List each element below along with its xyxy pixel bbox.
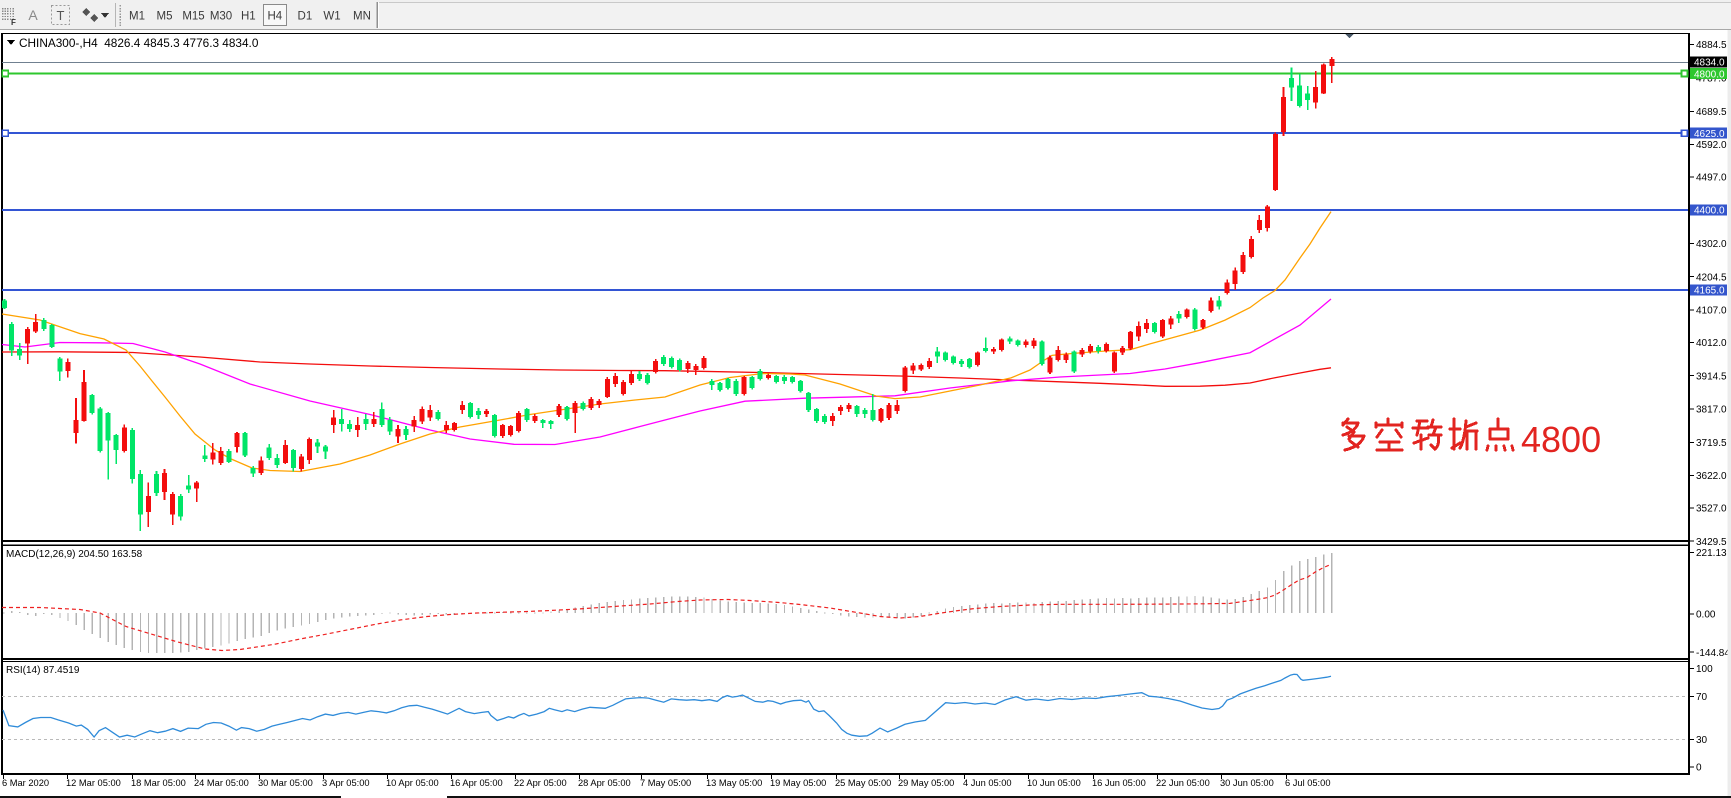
svg-text:MACD(12,26,9) 204.50 163.58: MACD(12,26,9) 204.50 163.58	[6, 549, 143, 560]
svg-text:4800.0: 4800.0	[1694, 69, 1725, 80]
svg-text:M30: M30	[210, 11, 232, 23]
svg-text:16 Jun 05:00: 16 Jun 05:00	[1092, 778, 1146, 788]
svg-text:3719.5: 3719.5	[1696, 438, 1727, 449]
svg-text:22 Jun 05:00: 22 Jun 05:00	[1156, 778, 1210, 788]
svg-text:29 May 05:00: 29 May 05:00	[898, 778, 954, 788]
svg-text:3429.5: 3429.5	[1696, 537, 1727, 548]
svg-text:4204.5: 4204.5	[1696, 272, 1727, 283]
svg-text:25 May 05:00: 25 May 05:00	[835, 778, 891, 788]
svg-text:30 Mar 05:00: 30 Mar 05:00	[258, 778, 313, 788]
svg-text:M1: M1	[129, 11, 145, 23]
svg-text:30: 30	[1696, 735, 1708, 746]
svg-text:T: T	[57, 8, 65, 23]
svg-text:3 Apr 05:00: 3 Apr 05:00	[322, 778, 370, 788]
svg-text:D1: D1	[298, 11, 313, 23]
svg-text:A: A	[28, 7, 38, 23]
svg-text:221.13: 221.13	[1696, 548, 1727, 559]
svg-text:18 Mar 05:00: 18 Mar 05:00	[131, 778, 186, 788]
svg-text:3527.0: 3527.0	[1696, 504, 1727, 515]
svg-text:3914.5: 3914.5	[1696, 371, 1727, 382]
svg-text:22 Apr 05:00: 22 Apr 05:00	[514, 778, 567, 788]
svg-text:F: F	[11, 18, 16, 27]
svg-text:12 Mar 05:00: 12 Mar 05:00	[66, 778, 121, 788]
svg-text:28 Apr 05:00: 28 Apr 05:00	[578, 778, 631, 788]
svg-text:0: 0	[1696, 763, 1702, 774]
svg-text:100: 100	[1696, 664, 1713, 675]
svg-text:4689.5: 4689.5	[1696, 107, 1727, 118]
svg-text:4302.0: 4302.0	[1696, 239, 1727, 250]
svg-text:4012.0: 4012.0	[1696, 338, 1727, 349]
svg-text:10 Jun 05:00: 10 Jun 05:00	[1027, 778, 1081, 788]
svg-text:3817.0: 3817.0	[1696, 405, 1727, 416]
svg-text:4884.5: 4884.5	[1696, 40, 1727, 51]
svg-text:24 Mar 05:00: 24 Mar 05:00	[194, 778, 249, 788]
svg-text:4165.0: 4165.0	[1694, 286, 1725, 297]
svg-text:4400.0: 4400.0	[1694, 206, 1725, 217]
svg-text:M15: M15	[182, 11, 204, 23]
svg-text:7 May 05:00: 7 May 05:00	[640, 778, 691, 788]
svg-text:3622.0: 3622.0	[1696, 471, 1727, 482]
svg-text:W1: W1	[323, 11, 340, 23]
svg-text:RSI(14) 87.4519: RSI(14) 87.4519	[6, 665, 80, 676]
svg-text:16 Apr 05:00: 16 Apr 05:00	[450, 778, 503, 788]
svg-text:H4: H4	[267, 11, 282, 23]
svg-text:13 May 05:00: 13 May 05:00	[706, 778, 762, 788]
svg-text:4592.0: 4592.0	[1696, 140, 1727, 151]
svg-text:-144.84: -144.84	[1696, 648, 1730, 659]
svg-text:CHINA300-,H4 4826.4 4845.3 47: CHINA300-,H4 4826.4 4845.3 4776.3 4834.0	[19, 36, 259, 50]
svg-text:4107.0: 4107.0	[1696, 306, 1727, 317]
svg-text:6 Jul 05:00: 6 Jul 05:00	[1285, 778, 1331, 788]
svg-text:4497.0: 4497.0	[1696, 173, 1727, 184]
svg-text:H1: H1	[241, 11, 256, 23]
svg-text:30 Jun 05:00: 30 Jun 05:00	[1220, 778, 1274, 788]
svg-text:10 Apr 05:00: 10 Apr 05:00	[386, 778, 439, 788]
svg-text:4625.0: 4625.0	[1694, 129, 1725, 140]
svg-text:70: 70	[1696, 692, 1708, 703]
svg-text:4 Jun 05:00: 4 Jun 05:00	[963, 778, 1012, 788]
svg-text:4834.0: 4834.0	[1694, 58, 1725, 69]
svg-text:19 May 05:00: 19 May 05:00	[770, 778, 826, 788]
svg-text:6 Mar 2020: 6 Mar 2020	[2, 778, 49, 788]
svg-text:M5: M5	[157, 11, 173, 23]
svg-text:MN: MN	[353, 11, 371, 23]
svg-text:4800: 4800	[1521, 419, 1601, 460]
svg-text:0.00: 0.00	[1696, 610, 1716, 621]
